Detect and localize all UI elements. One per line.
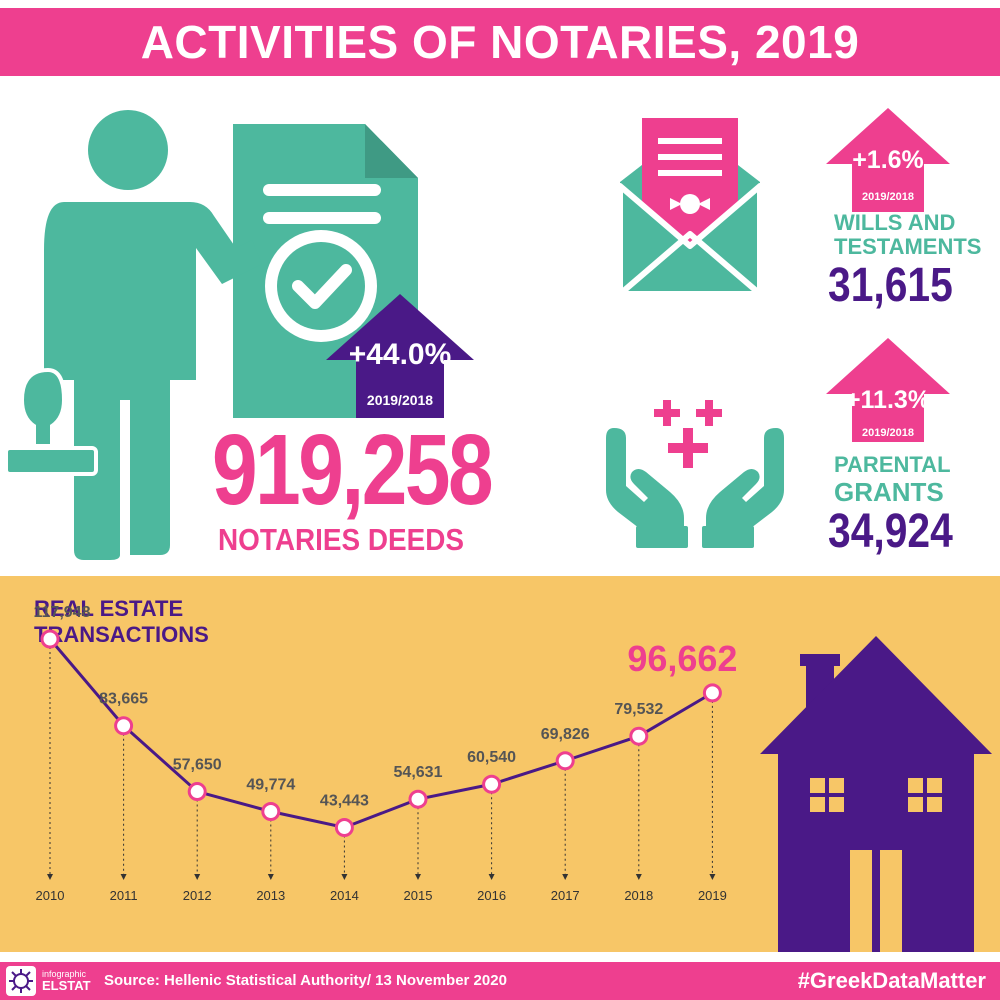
title-band: ACTIVITIES OF NOTARIES, 2019 (0, 8, 1000, 76)
wills-label-line2: TESTAMENTS (834, 234, 982, 259)
hashtag: #GreekDataMatter (797, 968, 986, 993)
drop-arrow (415, 874, 421, 880)
wills-change-arrow: +1.6% 2019/2018 (826, 108, 950, 212)
x-tick-label: 2013 (256, 888, 285, 903)
data-point (408, 789, 428, 809)
data-point (555, 751, 575, 771)
deeds-period-text: 2019/2018 (367, 392, 433, 408)
grants-label-line1: PARENTAL (834, 452, 951, 477)
drop-arrow (194, 874, 201, 880)
grants-label-line2: GRANTS (834, 477, 944, 507)
data-point (114, 716, 134, 736)
x-tick-label: 2012 (183, 888, 212, 903)
page-title: ACTIVITIES OF NOTARIES, 2019 (140, 16, 860, 68)
x-tick-label: 2017 (551, 888, 580, 903)
elstat-logo-icon (6, 966, 36, 996)
highlight-data-label: 96,662 (627, 638, 737, 679)
wills-change-text: +1.6% (852, 146, 924, 174)
drop-arrow (267, 874, 274, 880)
deeds-label: NOTARIES DEEDS (218, 522, 464, 557)
x-tick-label: 2011 (110, 888, 138, 903)
grants-period-text: 2019/2018 (862, 427, 914, 439)
envelope-icon (617, 118, 763, 297)
chart-title-line2: TRANSACTIONS (34, 622, 209, 647)
notary-person-icon (4, 110, 418, 560)
x-tick-label: 2018 (624, 888, 653, 903)
data-label: 43,443 (320, 793, 369, 810)
wills-label-line1: WILLS AND (834, 210, 956, 235)
data-label: 69,826 (541, 726, 590, 743)
footer: infographic ELSTAT Source: Hellenic Stat… (0, 962, 1000, 1000)
drop-arrow (341, 874, 348, 880)
data-label: 117,948 (34, 604, 91, 621)
data-point (261, 801, 281, 821)
x-tick-label: 2015 (404, 888, 433, 903)
chart-title: REAL ESTATE TRANSACTIONS (34, 596, 294, 648)
drop-arrow (709, 874, 716, 880)
data-point (482, 774, 502, 794)
source-text: Source: Hellenic Statistical Authority/ … (104, 972, 507, 989)
logo-caption: infographic (42, 969, 87, 979)
grants-change-arrow: +11.3% 2019/2018 (826, 338, 950, 442)
real-estate-line-chart: 2010 2011 2012 2013 2014 2015 2016 2017 2018 2019… (34, 604, 738, 903)
deeds-value: 919,258 (212, 414, 494, 526)
deeds-change-text: +44.0% (349, 338, 452, 371)
logo-name: ELSTAT (42, 978, 91, 993)
drop-arrow (635, 874, 642, 880)
deeds-change-arrow: +44.0% 2019/2018 (326, 294, 474, 418)
house-icon (760, 636, 992, 952)
x-tick-label: 2014 (330, 888, 359, 903)
data-point (187, 782, 207, 802)
drop-arrow (120, 874, 127, 880)
drop-arrow (488, 874, 495, 880)
grants-change-text: +11.3% (846, 386, 930, 414)
data-label: 57,650 (173, 757, 222, 774)
data-label: 54,631 (394, 764, 443, 781)
grants-value: 34,924 (828, 505, 953, 558)
x-tick-label: 2010 (36, 888, 65, 903)
x-tick-label: 2016 (477, 888, 506, 903)
data-point (334, 818, 354, 837)
data-label: 49,774 (246, 776, 295, 793)
title-bar: ACTIVITIES OF NOTARIES, 2019 (0, 0, 1000, 84)
data-label: 83,665 (99, 691, 148, 708)
giving-hands-icon (606, 400, 784, 548)
wills-value: 31,615 (828, 259, 953, 312)
data-point (40, 629, 60, 649)
wills-period-text: 2019/2018 (862, 191, 914, 203)
series-line (48, 638, 714, 830)
data-point (629, 726, 649, 746)
data-label: 60,540 (467, 749, 516, 766)
drop-arrow (47, 874, 53, 880)
data-label: 79,532 (614, 701, 663, 718)
data-point (702, 683, 722, 703)
x-tick-label: 2019 (698, 888, 727, 903)
chart-title-line1: REAL ESTATE (34, 596, 184, 621)
drop-arrow (562, 874, 569, 880)
